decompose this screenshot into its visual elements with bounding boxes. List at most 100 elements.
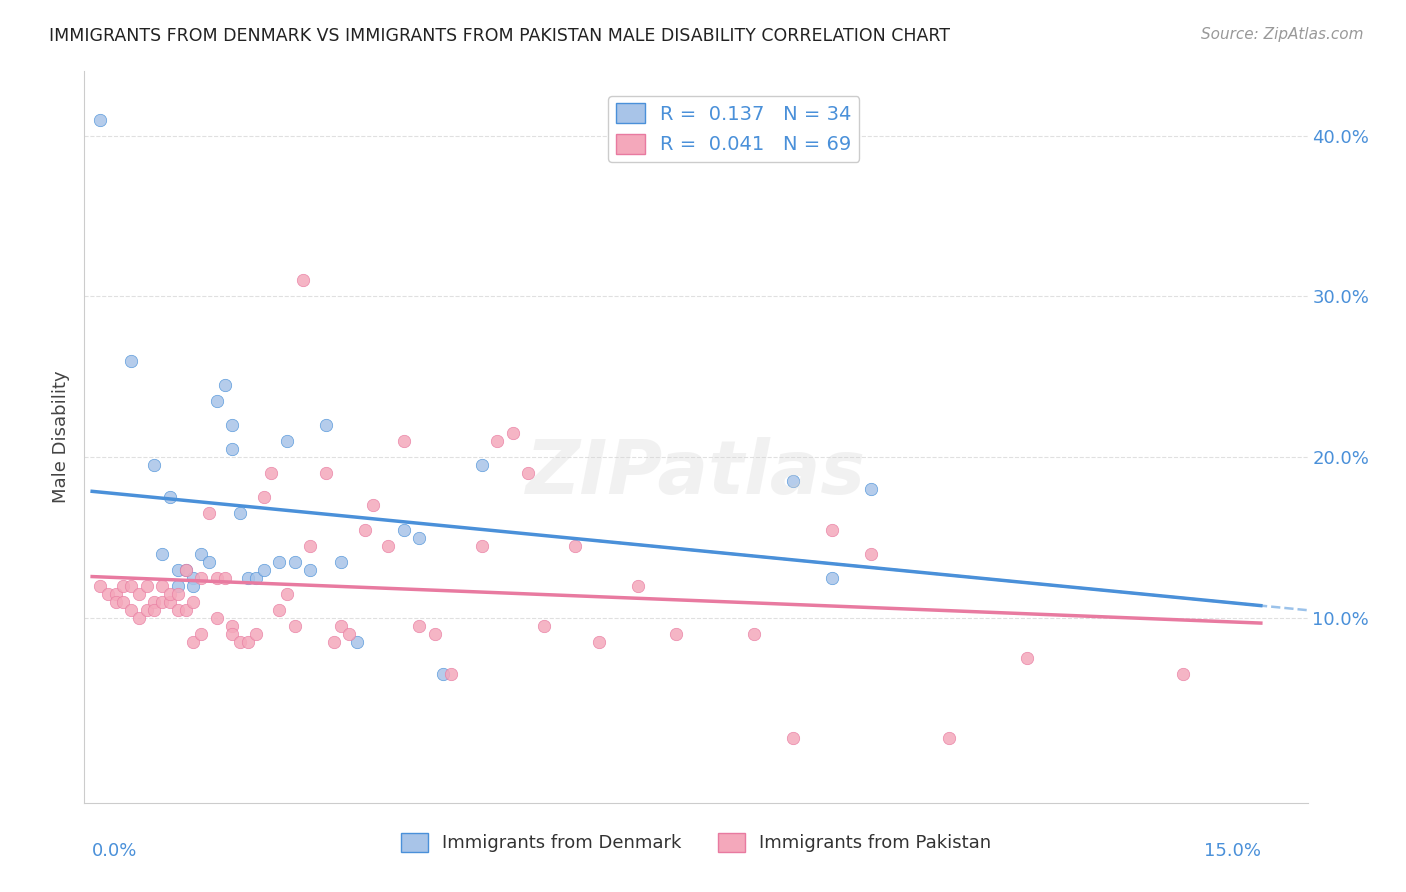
Point bbox=[439, 667, 461, 681]
Point bbox=[299, 539, 322, 553]
Point bbox=[159, 491, 181, 505]
Point bbox=[423, 627, 446, 641]
Point bbox=[299, 563, 322, 577]
Point bbox=[174, 603, 197, 617]
Text: 0.0%: 0.0% bbox=[93, 842, 138, 860]
Point bbox=[150, 547, 173, 561]
Point bbox=[260, 467, 283, 481]
Point bbox=[236, 571, 259, 585]
Point bbox=[104, 587, 127, 601]
Point bbox=[174, 563, 197, 577]
Point bbox=[245, 571, 267, 585]
Point bbox=[198, 507, 221, 521]
Point bbox=[330, 555, 353, 569]
Point bbox=[564, 539, 586, 553]
Point bbox=[221, 417, 243, 432]
Point bbox=[502, 425, 524, 440]
Point bbox=[229, 507, 252, 521]
Point bbox=[276, 434, 298, 449]
Point bbox=[517, 467, 540, 481]
Point bbox=[782, 475, 804, 489]
Text: Source: ZipAtlas.com: Source: ZipAtlas.com bbox=[1201, 27, 1364, 42]
Point bbox=[183, 595, 205, 609]
Point bbox=[112, 579, 135, 593]
Point bbox=[408, 531, 430, 545]
Point bbox=[392, 434, 415, 449]
Text: IMMIGRANTS FROM DENMARK VS IMMIGRANTS FROM PAKISTAN MALE DISABILITY CORRELATION : IMMIGRANTS FROM DENMARK VS IMMIGRANTS FR… bbox=[49, 27, 950, 45]
Point bbox=[221, 619, 243, 633]
Point bbox=[665, 627, 688, 641]
Point bbox=[166, 579, 188, 593]
Point bbox=[245, 627, 267, 641]
Point bbox=[205, 571, 228, 585]
Point bbox=[744, 627, 766, 641]
Point bbox=[128, 611, 150, 625]
Point bbox=[190, 627, 212, 641]
Point bbox=[183, 635, 205, 649]
Point bbox=[1171, 667, 1194, 681]
Point bbox=[221, 627, 243, 641]
Point bbox=[97, 587, 120, 601]
Point bbox=[174, 563, 197, 577]
Point bbox=[284, 555, 307, 569]
Point bbox=[361, 499, 384, 513]
Point bbox=[159, 595, 181, 609]
Point bbox=[821, 571, 844, 585]
Point bbox=[104, 595, 127, 609]
Point bbox=[221, 442, 243, 457]
Point bbox=[205, 611, 228, 625]
Point bbox=[89, 112, 111, 127]
Point bbox=[166, 603, 188, 617]
Point bbox=[198, 555, 221, 569]
Point bbox=[112, 595, 135, 609]
Point bbox=[229, 635, 252, 649]
Point bbox=[486, 434, 509, 449]
Point bbox=[782, 731, 804, 746]
Point bbox=[330, 619, 353, 633]
Point bbox=[471, 458, 494, 473]
Point bbox=[252, 491, 274, 505]
Point bbox=[214, 571, 236, 585]
Point bbox=[135, 603, 157, 617]
Point bbox=[150, 595, 173, 609]
Point bbox=[143, 603, 166, 617]
Point bbox=[166, 587, 188, 601]
Text: ZIPatlas: ZIPatlas bbox=[526, 437, 866, 510]
Point bbox=[821, 523, 844, 537]
Point bbox=[860, 483, 883, 497]
Point bbox=[143, 458, 166, 473]
Point bbox=[315, 467, 337, 481]
Point bbox=[150, 579, 173, 593]
Point bbox=[120, 603, 142, 617]
Point bbox=[322, 635, 344, 649]
Point bbox=[938, 731, 960, 746]
Legend: Immigrants from Denmark, Immigrants from Pakistan: Immigrants from Denmark, Immigrants from… bbox=[394, 826, 998, 860]
Point bbox=[353, 523, 375, 537]
Text: 15.0%: 15.0% bbox=[1204, 842, 1261, 860]
Point bbox=[432, 667, 454, 681]
Point bbox=[337, 627, 360, 641]
Point bbox=[392, 523, 415, 537]
Point bbox=[315, 417, 337, 432]
Point bbox=[120, 353, 142, 368]
Point bbox=[408, 619, 430, 633]
Point bbox=[284, 619, 307, 633]
Point bbox=[166, 563, 188, 577]
Point bbox=[252, 563, 274, 577]
Point bbox=[214, 377, 236, 392]
Point bbox=[626, 579, 648, 593]
Point bbox=[346, 635, 368, 649]
Point bbox=[190, 571, 212, 585]
Point bbox=[291, 273, 314, 287]
Point bbox=[128, 587, 150, 601]
Point bbox=[135, 579, 157, 593]
Point bbox=[471, 539, 494, 553]
Point bbox=[276, 587, 298, 601]
Point bbox=[183, 571, 205, 585]
Point bbox=[860, 547, 883, 561]
Point bbox=[236, 635, 259, 649]
Point bbox=[1017, 651, 1039, 665]
Point bbox=[533, 619, 555, 633]
Point bbox=[183, 579, 205, 593]
Point bbox=[377, 539, 399, 553]
